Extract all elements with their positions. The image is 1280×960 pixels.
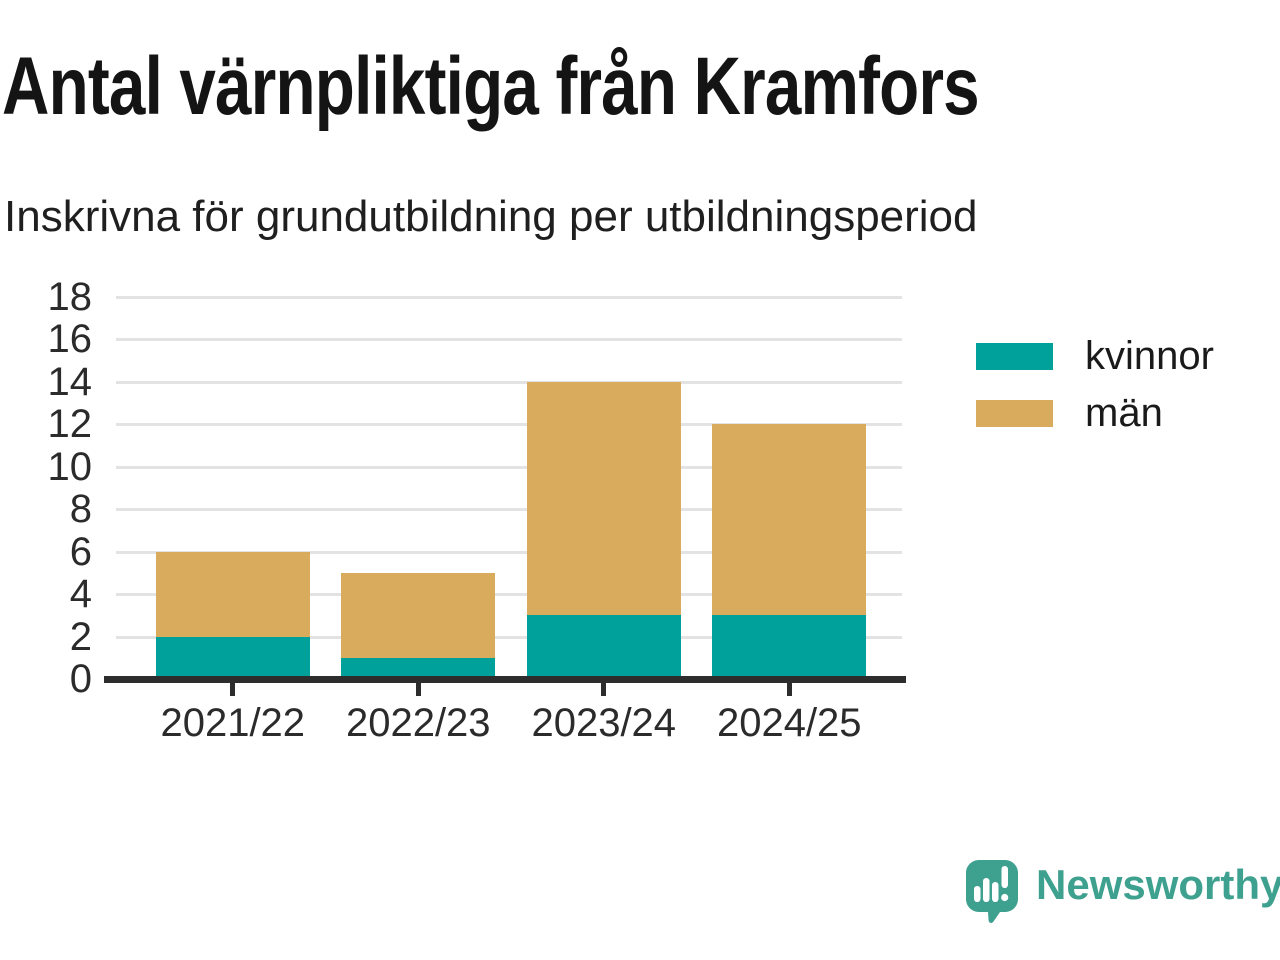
y-axis-label: 0 [69, 657, 92, 701]
y-axis-label: 18 [47, 275, 93, 319]
bar-segment-kvinnor-2021/22 [155, 636, 310, 679]
newsworthy-branding: Newsworthy [966, 860, 1280, 924]
gridline-y-14 [116, 380, 902, 384]
legend-item-män: män [976, 391, 1214, 435]
x-axis-label: 2021/22 [160, 701, 306, 745]
x-axis-tick [415, 683, 421, 696]
x-axis-tick [786, 683, 792, 696]
x-axis-tick [601, 683, 607, 696]
gridline-y-6 [116, 550, 902, 554]
chart-legend: kvinnor män [976, 334, 1214, 457]
bar-segment-män-2023/24 [526, 381, 681, 616]
x-axis-line [104, 676, 906, 683]
bar-segment-kvinnor-2023/24 [526, 615, 681, 679]
y-axis-label: 6 [69, 529, 92, 574]
x-axis-label: 2024/25 [716, 701, 862, 745]
y-axis-label: 12 [47, 402, 93, 447]
gridline-y-12 [116, 423, 902, 427]
gridline-y-18 [116, 296, 902, 299]
y-axis-label: 2 [69, 614, 92, 659]
gridline-y-16 [116, 338, 902, 342]
y-axis-label: 16 [47, 317, 93, 362]
gridline-y-4 [116, 593, 902, 597]
gridline-y-2 [116, 635, 902, 639]
chart-title: Antal värnpliktiga från Kramfors [2, 41, 980, 132]
bar-segment-kvinnor-2022/23 [341, 657, 496, 679]
bar-segment-män-2024/25 [712, 424, 867, 616]
bar-segment-män-2022/23 [341, 572, 496, 658]
gridline-y-8 [116, 508, 902, 512]
y-axis-label: 4 [69, 572, 92, 617]
x-axis-tick [230, 683, 236, 696]
y-axis-label: 14 [47, 359, 93, 404]
gridline-y-10 [116, 465, 902, 469]
newsworthy-wordmark: Newsworthy [1036, 861, 1280, 908]
legend-label: män [1085, 391, 1163, 435]
legend-label: kvinnor [1085, 334, 1214, 378]
chart-subtitle: Inskrivna för grundutbildning per utbild… [4, 192, 978, 241]
legend-swatch [976, 343, 1053, 370]
y-axis-label: 8 [69, 487, 92, 532]
legend-item-kvinnor: kvinnor [976, 334, 1214, 378]
x-axis-label: 2023/24 [531, 701, 677, 745]
y-axis-label: 10 [47, 444, 93, 489]
legend-swatch [976, 400, 1053, 427]
newsworthy-logo-icon [966, 860, 1018, 924]
x-axis-label: 2022/23 [345, 701, 491, 745]
bar-segment-män-2021/22 [155, 551, 310, 637]
bar-segment-kvinnor-2024/25 [712, 615, 867, 679]
